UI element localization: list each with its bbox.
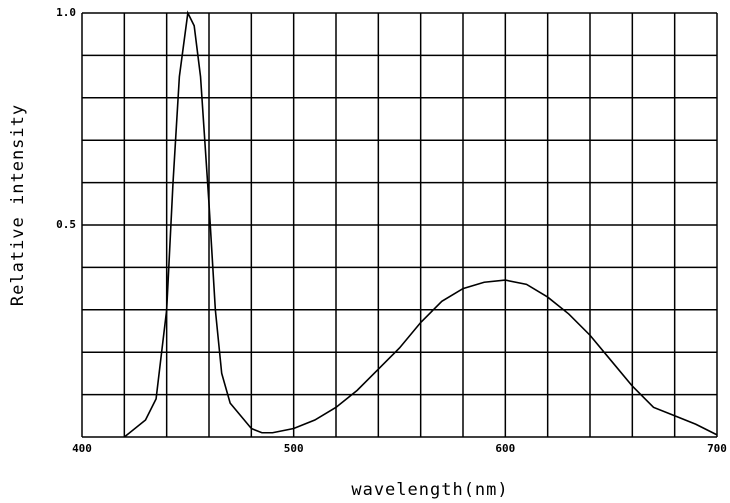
y-tick-label: 1.0 — [56, 6, 76, 19]
x-axis-label: wavelength(nm) — [351, 480, 508, 500]
x-tick-label: 700 — [707, 442, 727, 455]
curve — [123, 10, 718, 438]
y-axis-label: Relative intensity — [8, 104, 28, 306]
y-tick-label: 0.5 — [56, 218, 76, 231]
x-tick-label: 400 — [72, 442, 92, 455]
x-tick-label: 600 — [495, 442, 515, 455]
x-tick-label: 500 — [284, 442, 304, 455]
